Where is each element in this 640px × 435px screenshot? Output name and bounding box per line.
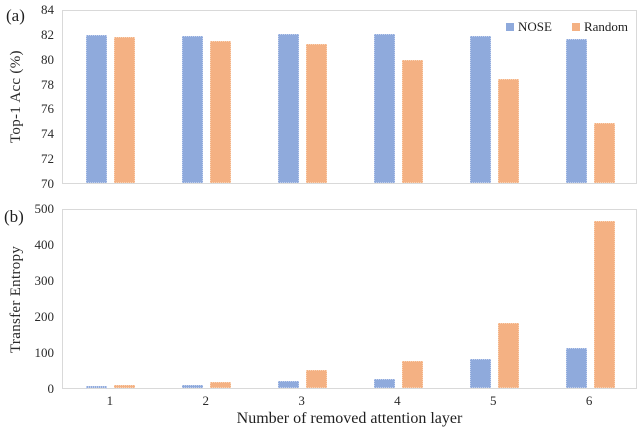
x-axis-title: Number of removed attention layer [236, 410, 463, 427]
bar-nose-cat2 [182, 385, 204, 388]
y-tick-label: 76 [41, 101, 54, 117]
bar-nose-cat1 [86, 35, 108, 183]
bar-nose-cat2 [182, 35, 204, 183]
legend-label: NOSE [517, 19, 552, 34]
bar-random-cat3 [306, 43, 328, 183]
bar-random-cat6 [593, 123, 615, 183]
bar-nose-cat5 [469, 359, 491, 388]
y-tick-label: 200 [34, 309, 55, 324]
y-tick-label: 500 [34, 201, 55, 216]
bar-nose-cat6 [565, 38, 587, 183]
bar-random-cat1 [114, 36, 136, 183]
bar-nose-cat4 [373, 379, 395, 388]
bar-random-cat5 [497, 323, 519, 388]
bar-nose-cat4 [373, 33, 395, 183]
legend-item-random: Random [571, 19, 628, 35]
bar-random-cat2 [210, 40, 232, 183]
x-tick-label: 1 [106, 393, 114, 408]
bar-nose-cat1 [86, 386, 108, 388]
y-tick-label: 400 [34, 237, 55, 252]
y-tick-label: 100 [34, 345, 55, 360]
legend: NOSE Random [501, 17, 632, 37]
y-tick-label: 0 [47, 381, 55, 396]
y-axis-title-transfer-entropy: Transfer Entropy [8, 245, 24, 353]
bar-random-cat5 [497, 78, 519, 183]
y-tick-label: 300 [34, 273, 55, 288]
y-tick-label: 80 [41, 51, 54, 67]
plot-area-b [62, 209, 637, 389]
y-tick-label: 72 [41, 151, 54, 167]
panel-b-label: (b) [4, 207, 24, 226]
y-tick-label: 82 [41, 26, 54, 42]
legend-swatch-random [571, 23, 580, 31]
bar-random-cat2 [210, 382, 232, 388]
x-tick-label: 2 [202, 393, 210, 408]
bar-nose-cat3 [278, 380, 300, 388]
y-tick-label: 70 [41, 176, 54, 191]
x-tick-label: 4 [394, 393, 401, 408]
bar-nose-cat6 [565, 348, 587, 388]
bar-nose-cat5 [469, 35, 491, 183]
x-tick-label: 5 [490, 393, 497, 408]
y-tick-label: 74 [41, 126, 54, 142]
bar-random-cat3 [306, 370, 328, 388]
panel-a-label: (a) [6, 6, 25, 25]
bar-nose-cat3 [278, 34, 300, 183]
bar-random-cat4 [401, 59, 423, 183]
x-tick-label: 6 [585, 393, 593, 408]
y-tick-label: 84 [41, 2, 54, 17]
legend-item-nose: NOSE [505, 19, 552, 35]
x-tick-label: 3 [298, 393, 305, 408]
legend-label: Random [583, 19, 628, 34]
plot-area-a: NOSE Random [62, 10, 637, 184]
bar-random-cat1 [114, 385, 136, 388]
y-tick-label: 78 [41, 76, 54, 92]
bar-random-cat4 [401, 361, 423, 388]
bar-random-cat6 [593, 220, 615, 388]
legend-swatch-nose [505, 23, 514, 31]
